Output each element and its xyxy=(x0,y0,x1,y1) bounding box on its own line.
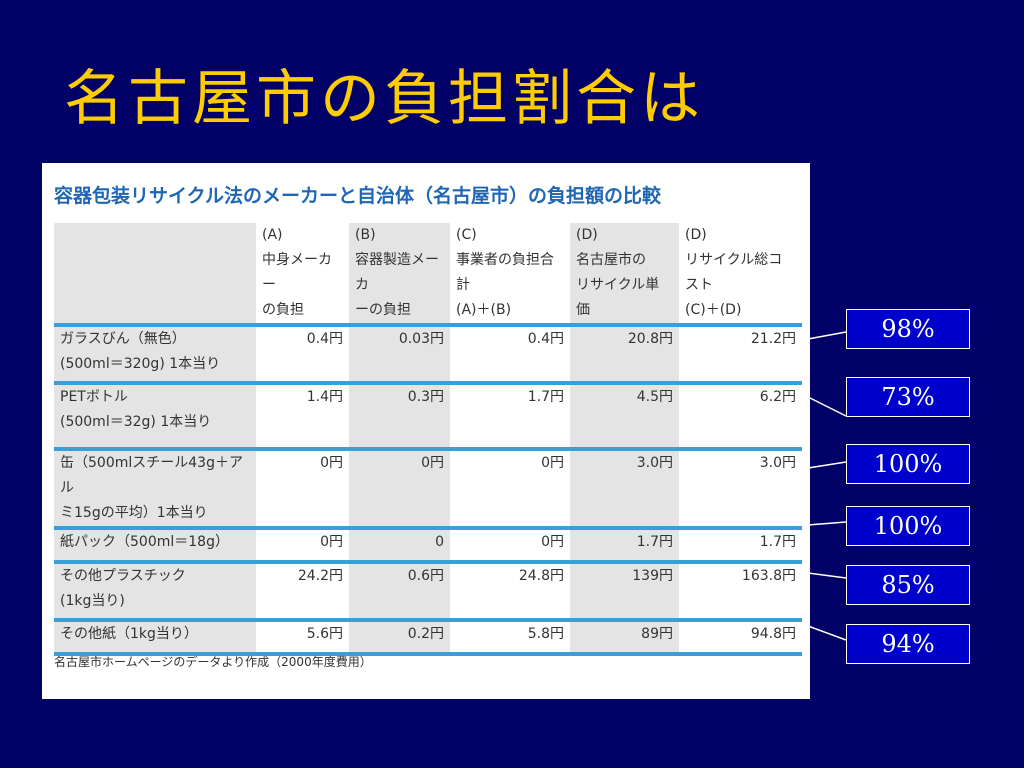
cell-c: 5.8円 xyxy=(450,618,570,656)
table-row: 紙パック（500ml＝18g） 0円 0 0円 1.7円 1.7円 xyxy=(54,526,802,562)
row-label: 缶（500mlスチール43g＋アル ミ15gの平均）1本当り xyxy=(54,447,256,528)
cell-b: 0.03円 xyxy=(349,323,450,383)
comparison-figure: 容器包装リサイクル法のメーカーと自治体（名古屋市）の負担額の比較 (A) 中身メ… xyxy=(42,163,810,699)
cell-b: 0 xyxy=(349,526,450,562)
cell-d: 89円 xyxy=(570,618,679,656)
cell-d: 1.7円 xyxy=(570,526,679,562)
cell-d: 139円 xyxy=(570,560,679,620)
callout-leader xyxy=(807,331,847,340)
table-row: PETボトル (500ml＝32g) 1本当り 1.4円 0.3円 1.7円 4… xyxy=(54,381,802,449)
cell-d: 4.5円 xyxy=(570,381,679,449)
header-col-d: (D) 名古屋市の リサイクル単価 xyxy=(570,223,679,325)
slide-title: 名古屋市の負担割合は xyxy=(64,64,704,134)
callout-leader xyxy=(807,625,847,641)
callout-percent: 100% xyxy=(846,444,970,484)
cell-c: 24.8円 xyxy=(450,560,570,620)
callout-percent: 73% xyxy=(846,377,970,417)
table-row: その他プラスチック (1kg当り) 24.2円 0.6円 24.8円 139円 … xyxy=(54,560,802,620)
table-row: 缶（500mlスチール43g＋アル ミ15gの平均）1本当り 0円 0円 0円 … xyxy=(54,447,802,528)
cell-a: 24.2円 xyxy=(256,560,349,620)
cell-c: 1.7円 xyxy=(450,381,570,449)
figure-title: 容器包装リサイクル法のメーカーと自治体（名古屋市）の負担額の比較 xyxy=(54,185,662,207)
cell-total: 6.2円 xyxy=(679,381,802,449)
cell-d: 20.8円 xyxy=(570,323,679,383)
header-col-total: (D) リサイクル総コスト (C)＋(D) xyxy=(685,227,783,318)
cell-total: 163.8円 xyxy=(679,560,802,620)
table-row: ガラスびん（無色） (500ml＝320g) 1本当り 0.4円 0.03円 0… xyxy=(54,323,802,383)
callout-percent: 94% xyxy=(846,624,970,664)
callout-percent: 85% xyxy=(846,565,970,605)
cell-b: 0.6円 xyxy=(349,560,450,620)
cell-a: 0円 xyxy=(256,447,349,528)
figure-source: 名古屋市ホームページのデータより作成（2000年度費用） xyxy=(54,655,372,669)
cell-b: 0.2円 xyxy=(349,618,450,656)
row-label: その他プラスチック (1kg当り) xyxy=(54,560,256,620)
callout-leader xyxy=(807,572,847,579)
callout-percent: 100% xyxy=(846,506,970,546)
comparison-table: (A) 中身メーカー の負担 (B) 容器製造メーカ ーの負担 (C) 事業者の… xyxy=(54,223,802,656)
cell-total: 3.0円 xyxy=(679,447,802,528)
cell-a: 0.4円 xyxy=(256,323,349,383)
cell-b: 0円 xyxy=(349,447,450,528)
callout-percent: 98% xyxy=(846,309,970,349)
header-col-c: (C) 事業者の負担合計 (A)＋(B) xyxy=(456,227,554,318)
cell-c: 0円 xyxy=(450,526,570,562)
row-label: ガラスびん（無色） (500ml＝320g) 1本当り xyxy=(54,323,256,383)
callout-leader xyxy=(807,521,847,526)
callout-leader xyxy=(807,461,847,469)
row-label: PETボトル (500ml＝32g) 1本当り xyxy=(54,381,256,449)
header-col-b: (B) 容器製造メーカ ーの負担 xyxy=(349,223,450,325)
cell-a: 1.4円 xyxy=(256,381,349,449)
cell-total: 94.8円 xyxy=(679,618,802,656)
cell-total: 1.7円 xyxy=(679,526,802,562)
row-label: 紙パック（500ml＝18g） xyxy=(54,526,256,562)
header-row: (A) 中身メーカー の負担 (B) 容器製造メーカ ーの負担 (C) 事業者の… xyxy=(54,223,802,325)
cell-total: 21.2円 xyxy=(679,323,802,383)
cell-d: 3.0円 xyxy=(570,447,679,528)
cell-b: 0.3円 xyxy=(349,381,450,449)
cell-a: 5.6円 xyxy=(256,618,349,656)
header-col-a: (A) 中身メーカー の負担 xyxy=(262,227,332,318)
cell-c: 0.4円 xyxy=(450,323,570,383)
row-label: その他紙（1kg当り） xyxy=(54,618,256,656)
header-corner xyxy=(54,223,256,325)
table-row: その他紙（1kg当り） 5.6円 0.2円 5.8円 89円 94.8円 xyxy=(54,618,802,656)
cell-a: 0円 xyxy=(256,526,349,562)
cell-c: 0円 xyxy=(450,447,570,528)
callout-leader xyxy=(807,396,847,417)
